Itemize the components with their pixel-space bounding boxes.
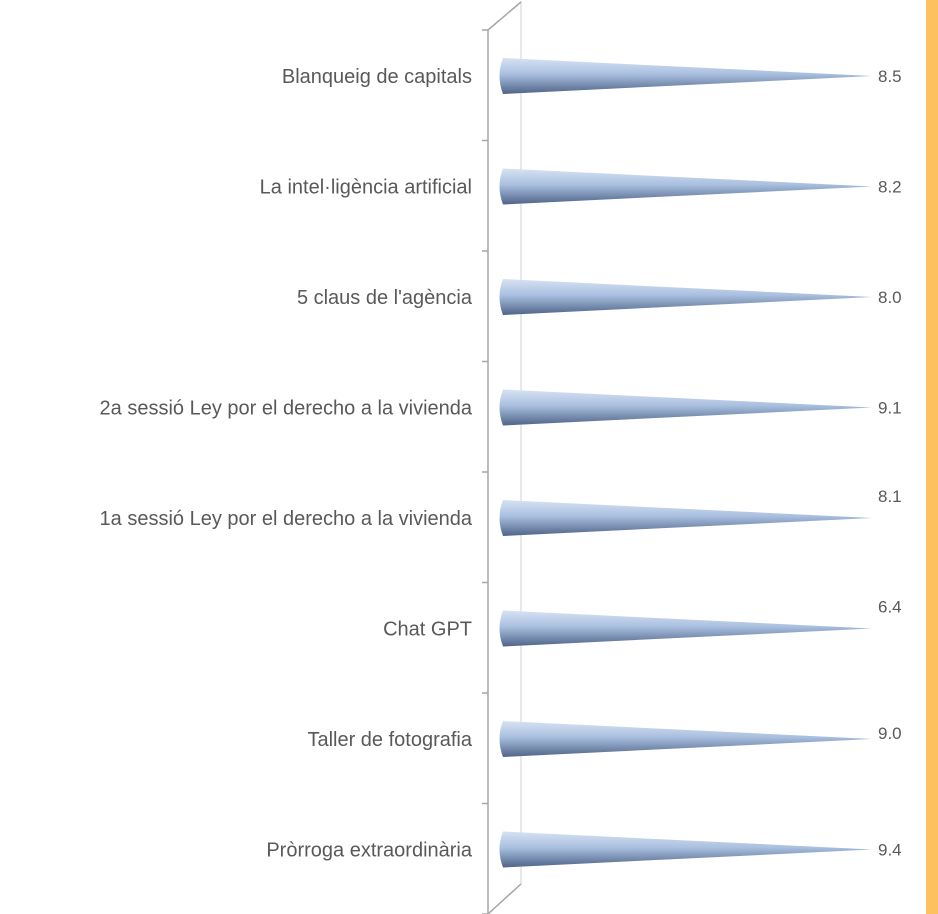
value-label: 8.1 bbox=[878, 487, 902, 506]
axis-wall bbox=[487, 0, 522, 914]
category-label: 5 claus de l'agència bbox=[297, 287, 473, 309]
axis-wall-face bbox=[487, 0, 522, 914]
category-label: La intel·ligència artificial bbox=[260, 177, 472, 199]
value-label: 8.5 bbox=[878, 67, 902, 86]
value-labels: 8.5 8.2 8.0 9.1 8.1 6.4 9.0 9.4 bbox=[878, 67, 902, 860]
bar-cone bbox=[499, 279, 872, 315]
category-label: Pròrroga extraordinària bbox=[266, 840, 473, 862]
side-accent-bar bbox=[926, 0, 938, 914]
bar-cone bbox=[499, 721, 872, 757]
category-label: Chat GPT bbox=[383, 619, 472, 641]
value-label: 9.4 bbox=[878, 841, 902, 860]
bars bbox=[499, 58, 872, 868]
bar-cone bbox=[499, 168, 872, 205]
value-label: 9.0 bbox=[878, 724, 902, 743]
category-label: 1a sessió Ley por el derecho a la vivien… bbox=[100, 508, 473, 530]
bar-cone bbox=[499, 610, 872, 647]
value-label: 8.2 bbox=[878, 178, 902, 197]
bar-cone bbox=[499, 831, 872, 868]
y-axis-ticks bbox=[482, 29, 488, 914]
bar-cone bbox=[499, 500, 872, 536]
axis-bottom-edge bbox=[487, 883, 522, 914]
axis-top-edge bbox=[487, 1, 522, 31]
bar-cone bbox=[499, 389, 872, 426]
value-label: 9.1 bbox=[878, 399, 902, 418]
bar-cone bbox=[499, 58, 872, 94]
category-label: Blanqueig de capitals bbox=[282, 66, 472, 88]
value-label: 6.4 bbox=[878, 598, 902, 617]
category-labels: Blanqueig de capitals La intel·ligència a… bbox=[100, 66, 473, 862]
category-label: Taller de fotografia bbox=[307, 729, 472, 751]
value-label: 8.0 bbox=[878, 288, 902, 307]
category-label: 2a sessió Ley por el derecho a la vivien… bbox=[100, 398, 473, 420]
